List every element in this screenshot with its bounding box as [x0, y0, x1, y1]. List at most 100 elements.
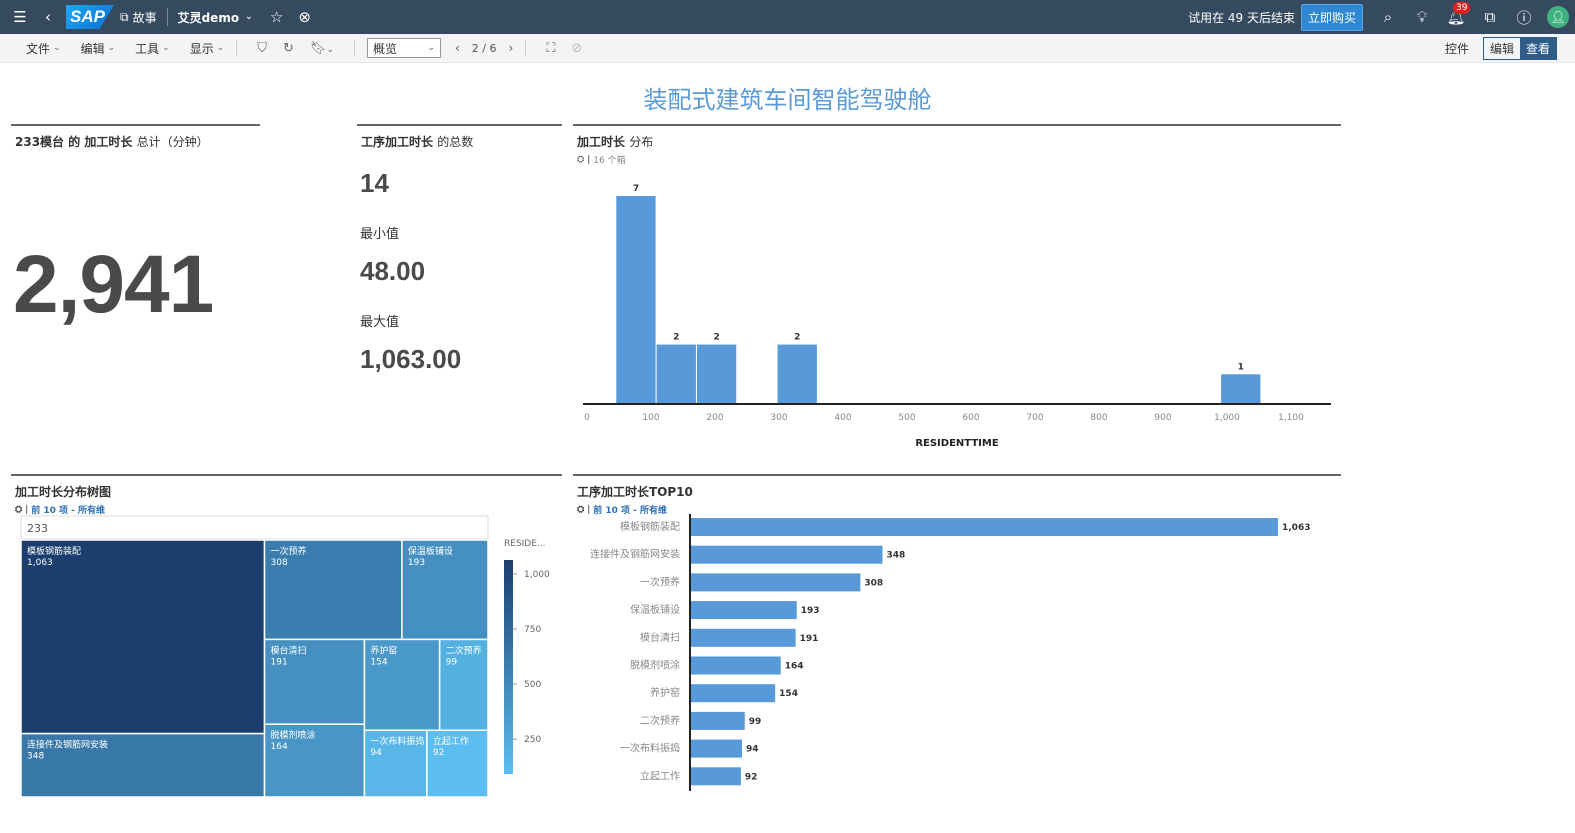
toolbar-menus: 文件 ⌄ 编辑 ⌄ 工具 ⌄ 显示 ⌄ [26, 40, 224, 57]
treemap-cell-label: 脱模剂喷涂 [271, 729, 316, 741]
menu-icon[interactable]: ☰ [13, 8, 27, 26]
top10-category-label: 模板钢筋装配 [620, 520, 680, 533]
treemap-cell [263, 723, 366, 798]
histogram-tick-label: 1,100 [1278, 413, 1304, 423]
fullscreen-icon[interactable]: ⛶ [546, 40, 556, 56]
top10-bar [690, 739, 742, 758]
chevron-down-icon: ⌄ [107, 43, 116, 53]
chevron-down-icon: ⌄ [162, 43, 170, 53]
treemap-cell-value: 191 [271, 657, 288, 667]
prev-page-icon[interactable]: ‹ [454, 41, 460, 55]
bell-icon[interactable]: 🔔︎ 39 [1439, 0, 1473, 34]
menu-tools[interactable]: 工具 ⌄ [135, 40, 170, 57]
top10-category-label: 立起工作 [640, 769, 680, 782]
top10-bar-chart: 模板钢筋装配 1,063 连接件及钢筋网安装 348 一次预养 308 保温板铺设 193 模台… [590, 514, 1310, 791]
top10-value-label: 94 [746, 745, 759, 755]
treemap-cell-label: 养护窑 [370, 644, 397, 656]
kpi-stats-title-light: 的总数 [437, 135, 474, 149]
treemap-cell-value: 1,063 [27, 558, 53, 568]
histogram-bar [777, 344, 817, 404]
chat-icon[interactable]: ⧉ [1484, 8, 1496, 26]
histogram-tick-label: 200 [706, 413, 723, 423]
top10-title: 工序加工时长TOP10 [577, 485, 693, 499]
menu-edit[interactable]: 编辑 ⌄ [81, 40, 116, 57]
treemap-cell [401, 539, 489, 641]
view-mode-button[interactable]: 查看 [1519, 37, 1556, 59]
treemap-root-label: 233 [27, 522, 48, 535]
notification-badge: 39 [1453, 2, 1471, 14]
top10-bar [690, 628, 796, 647]
treemap-cell [426, 729, 489, 798]
top10-category-label: 连接件及钢筋网安装 [590, 548, 680, 561]
kpi-stats-title-bold: 工序加工时长 [361, 135, 434, 149]
kpi-total-title-bold: 233模台 的 加工时长 [15, 135, 133, 149]
kpi-stats-tile[interactable]: 工序加工时长 的总数 14 最小值 48.00 最大值 1,063.00 [357, 124, 562, 454]
top10-tile[interactable]: 工序加工时长TOP10 ⛭ | 前 10 项 - 所有维 模板钢筋装配 1,063 连… [573, 474, 1341, 814]
toolbar-divider [353, 40, 355, 56]
next-page-icon[interactable]: › [508, 41, 514, 55]
bookmark-icon[interactable]: 🔖︎⌄ [309, 40, 334, 56]
chevron-down-icon: ⌄ [427, 43, 435, 53]
top10-subtitle: ⛭ | 前 10 项 - 所有维 [577, 504, 668, 517]
treemap-cell-value: 99 [446, 657, 458, 667]
top10-bar [690, 545, 883, 564]
close-circle-icon[interactable]: ⊗ [298, 8, 311, 26]
document-name-button[interactable]: 艾灵demo ⌄ [178, 9, 253, 26]
story-label: 故事 [132, 10, 157, 25]
story-button[interactable]: ⧉ 故事 [120, 9, 157, 26]
treemap-cell-value: 154 [370, 657, 387, 667]
user-icon[interactable]: 👤︎ [1547, 6, 1569, 28]
help-icon[interactable]: ⓘ [1516, 8, 1532, 27]
treemap-legend-tick-label: 1,000 [524, 570, 550, 580]
top10-category-label: 一次布料振捣 [620, 742, 680, 755]
menu-display-label: 显示 [189, 41, 214, 56]
edit-mode-button[interactable]: 编辑 [1489, 41, 1514, 56]
page-select[interactable]: 概览 ⌄ [366, 38, 441, 58]
histogram-bar-label: 2 [713, 333, 719, 343]
filter-icon[interactable]: ⛉ [257, 40, 268, 56]
controls-button[interactable]: 控件 [1444, 41, 1469, 56]
treemap-cell-label: 立起工作 [433, 735, 469, 747]
kpi-total-tile[interactable]: 233模台 的 加工时长 总计（分钟） 2,941 [11, 124, 260, 454]
sap-logo[interactable]: SAP [66, 5, 114, 29]
histogram-bar [1221, 374, 1261, 404]
histogram-tick-label: 500 [898, 413, 915, 423]
menu-edit-label: 编辑 [80, 41, 105, 56]
menu-file[interactable]: 文件 ⌄ [26, 40, 61, 57]
treemap-cell-label: 模板钢筋装配 [27, 545, 81, 557]
search-icon[interactable]: ⌕ [1383, 8, 1393, 26]
lightbulb-icon[interactable]: 💡︎ [1416, 8, 1428, 26]
buy-now-button[interactable]: 立即购买 [1300, 3, 1363, 31]
histogram-tick-label: 800 [1090, 413, 1107, 423]
treemap-cell [438, 638, 489, 731]
histogram-title-light: 分布 [629, 135, 654, 149]
treemap-cell-label: 连接件及钢筋网安装 [27, 739, 108, 751]
treemap-cell-label: 模台清扫 [271, 644, 307, 656]
histogram-tick-label: 600 [962, 413, 979, 423]
top10-bar [690, 601, 797, 620]
top10-value-label: 92 [745, 772, 758, 782]
menu-display[interactable]: 显示 ⌄ [190, 40, 225, 57]
top10-value-label: 193 [801, 606, 820, 616]
page-indicator: 2 / 6 [471, 41, 497, 55]
shell-bar: ☰ ‹ SAP ⧉ 故事 艾灵demo ⌄ ☆ ⊗ 试用在 49 天后结束 立即… [0, 0, 1575, 34]
histogram-subtitle: ⛭ | 16 个箱 [577, 154, 626, 167]
star-icon[interactable]: ☆ [269, 8, 284, 26]
treemap-cell-label: 一次布料振捣 [370, 735, 424, 747]
shell-divider [166, 8, 168, 26]
menu-file-label: 文件 [26, 41, 51, 56]
dimension-icon: ⛭ [577, 154, 585, 165]
toolbar-divider [525, 40, 527, 56]
top10-bar [690, 518, 1278, 536]
histogram-title-bold: 加工时长 [577, 135, 626, 149]
treemap-tile[interactable]: 加工时长分布树图 ⛭ | 前 10 项 - 所有维 233 模板钢筋装配 1,063 连… [11, 474, 562, 814]
treemap-cell [363, 729, 428, 798]
treemap-root-header [20, 515, 489, 540]
treemap-chart: 233模板钢筋装配1,063连接件及钢筋网安装348一次预养308保温板铺设19… [20, 515, 550, 798]
treemap-legend-title: RESIDE... [504, 539, 546, 549]
refresh-icon[interactable]: ↻ [283, 40, 294, 56]
top10-category-label: 脱模剂喷涂 [630, 659, 680, 672]
top10-bar [690, 767, 741, 786]
back-icon[interactable]: ‹ [45, 8, 51, 26]
histogram-tile[interactable]: 加工时长 分布 ⛭ | 16 个箱 7 2 2 2 1 0 100 200 300 400 500 60… [573, 124, 1341, 454]
